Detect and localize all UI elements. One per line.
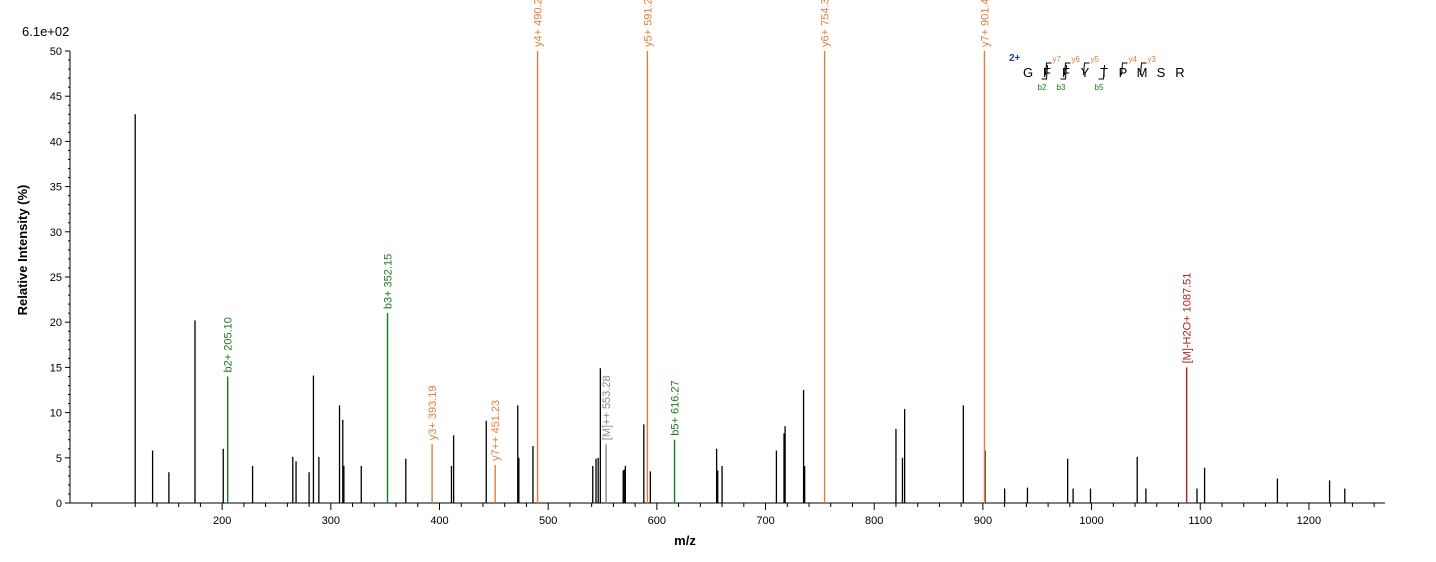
sequence-residue: P (1119, 65, 1128, 80)
x-tick-label: 500 (539, 515, 557, 527)
y-tick-label: 45 (50, 91, 62, 103)
peak-label: y7++ 451.23 (490, 400, 502, 461)
sequence-residue: M (1137, 65, 1148, 80)
grid-and-axes: 0 5 10 15 20 25 30 35 40 45 50 200 300 400 500 600 700 80… (50, 46, 1385, 527)
y-tick-label: 0 (56, 498, 62, 510)
x-tick-label: 800 (865, 515, 883, 527)
y-tick-label: 5 (56, 453, 62, 465)
sequence-charge: 2+ (1009, 53, 1021, 64)
y-axis-title: Relative Intensity (%) (15, 185, 30, 316)
b-ion-marker (1041, 64, 1048, 80)
y-ion-label: y5 (1091, 55, 1100, 64)
peak-labels: b2+ 205.10 b3+ 352.15 y3+ 393.19 y7++ 451.2… (223, 0, 1194, 461)
y-tick-label: 35 (50, 182, 62, 194)
intensity-scale-label: 6.1e+02 (22, 24, 69, 39)
peak-label: b5+ 616.27 (670, 380, 682, 435)
b-ion-label: b5 (1095, 83, 1104, 92)
x-axis-title: m/z (674, 533, 696, 548)
sequence-residue: R (1175, 65, 1184, 80)
y-tick-label: 50 (50, 46, 62, 58)
y-tick-label: 40 (50, 136, 62, 148)
y-ion-label: y7 (1053, 55, 1062, 64)
y-tick-label: 20 (50, 317, 62, 329)
x-tick-label: 1100 (1188, 515, 1212, 527)
peak-label: y7+ 901.43 (979, 0, 991, 47)
x-tick-label: 400 (430, 515, 448, 527)
y-tick-label: 25 (50, 272, 62, 284)
peak-label: y6+ 754.36 (820, 0, 832, 47)
peak-label: y5+ 591.28 (642, 0, 654, 47)
x-tick-label: 200 (213, 515, 231, 527)
sequence-residue: Y (1081, 65, 1090, 80)
b-ion-marker (1098, 64, 1105, 80)
x-tick-label: 700 (756, 515, 774, 527)
peak-label: [M]-H2O+ 1087.51 (1182, 273, 1194, 364)
peaks (134, 51, 1346, 503)
peak-label: y4+ 490.24 (533, 0, 545, 47)
b-ion-marker (1060, 64, 1067, 80)
x-tick-label: 1000 (1079, 515, 1103, 527)
peak-label: b2+ 205.10 (223, 317, 235, 372)
y-ion-marker (1083, 62, 1090, 76)
y-tick-label: 15 (50, 362, 62, 374)
y-ion-label: y4 (1129, 55, 1138, 64)
b-ion-label: b2 (1038, 83, 1047, 92)
b-ion-label: b3 (1057, 83, 1066, 92)
y-tick-label: 30 (50, 227, 62, 239)
y-ion-label: y6 (1072, 55, 1081, 64)
peak-label: b3+ 352.15 (383, 254, 395, 309)
peak-label: [M]++ 553.28 (601, 375, 613, 440)
x-tick-label: 600 (648, 515, 666, 527)
y-tick-label: 10 (50, 408, 62, 420)
x-tick-label: 900 (974, 515, 992, 527)
y-ion-marker (1140, 62, 1147, 76)
y-ion-marker (1064, 62, 1071, 76)
sequence-residue: S (1157, 65, 1166, 80)
y-ion-marker (1121, 62, 1128, 76)
y-ion-marker (1045, 62, 1052, 76)
x-tick-label: 300 (322, 515, 340, 527)
y-ion-label: y3 (1148, 55, 1157, 64)
sequence-residue: G (1023, 65, 1033, 80)
x-tick-label: 1200 (1297, 515, 1321, 527)
peak-label: y3+ 393.19 (427, 385, 439, 440)
